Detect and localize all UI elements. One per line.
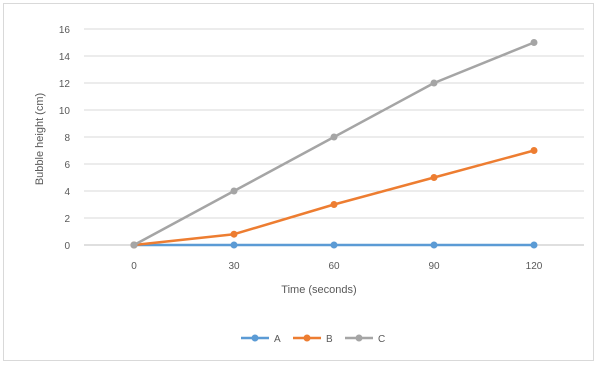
legend-label: C bbox=[378, 334, 385, 345]
legend-label: A bbox=[274, 334, 281, 345]
series-line-C bbox=[133, 41, 535, 247]
legend-item-B: B bbox=[293, 334, 333, 345]
data-point-B bbox=[430, 174, 438, 181]
data-point-B bbox=[530, 147, 538, 154]
y-tick-label: 0 bbox=[64, 241, 70, 252]
x-tick-label: 30 bbox=[228, 261, 240, 272]
x-tick-label: 90 bbox=[428, 261, 440, 272]
legend: A B C bbox=[241, 334, 385, 345]
data-point-C bbox=[530, 39, 538, 46]
series-B bbox=[130, 147, 538, 249]
y-tick-labels: 0 2 4 6 8 10 12 14 16 bbox=[59, 25, 71, 252]
data-point-B bbox=[230, 230, 238, 238]
legend-item-A: A bbox=[241, 334, 281, 345]
y-tick-label: 8 bbox=[64, 133, 70, 144]
series-C bbox=[130, 39, 538, 249]
y-tick-label: 2 bbox=[64, 214, 70, 225]
legend-marker bbox=[303, 334, 311, 342]
x-tick-labels: 0 30 60 90 120 bbox=[131, 261, 543, 272]
y-tick-label: 6 bbox=[64, 160, 70, 171]
series-lines bbox=[130, 39, 538, 249]
data-point-A bbox=[530, 241, 538, 249]
data-point-A bbox=[430, 241, 438, 249]
data-point-C bbox=[430, 79, 438, 87]
y-tick-label: 12 bbox=[59, 79, 71, 90]
y-tick-label: 4 bbox=[64, 187, 70, 198]
data-point-C bbox=[130, 241, 138, 249]
x-tick-label: 60 bbox=[328, 261, 340, 272]
series-line-B bbox=[133, 149, 535, 247]
x-axis-label: Time (seconds) bbox=[281, 284, 356, 296]
y-tick-label: 14 bbox=[59, 52, 71, 63]
y-axis-label: Bubble height (cm) bbox=[34, 93, 46, 185]
x-tick-label: 120 bbox=[526, 261, 543, 272]
series-A bbox=[130, 241, 538, 249]
data-point-C bbox=[330, 133, 338, 141]
chart-frame: 0 2 4 6 8 10 12 14 16 0 30 60 90 120 Time (seconds) … bbox=[3, 3, 594, 361]
y-tick-label: 10 bbox=[59, 106, 71, 117]
legend-label: B bbox=[326, 334, 333, 345]
legend-marker bbox=[355, 334, 363, 342]
data-point-B bbox=[330, 201, 338, 208]
data-point-A bbox=[330, 241, 338, 249]
data-point-C bbox=[230, 187, 238, 195]
x-tick-label: 0 bbox=[131, 261, 137, 272]
legend-item-C: C bbox=[345, 334, 385, 345]
legend-marker bbox=[251, 334, 259, 342]
data-point-A bbox=[230, 241, 238, 249]
y-tick-label: 16 bbox=[59, 25, 71, 36]
